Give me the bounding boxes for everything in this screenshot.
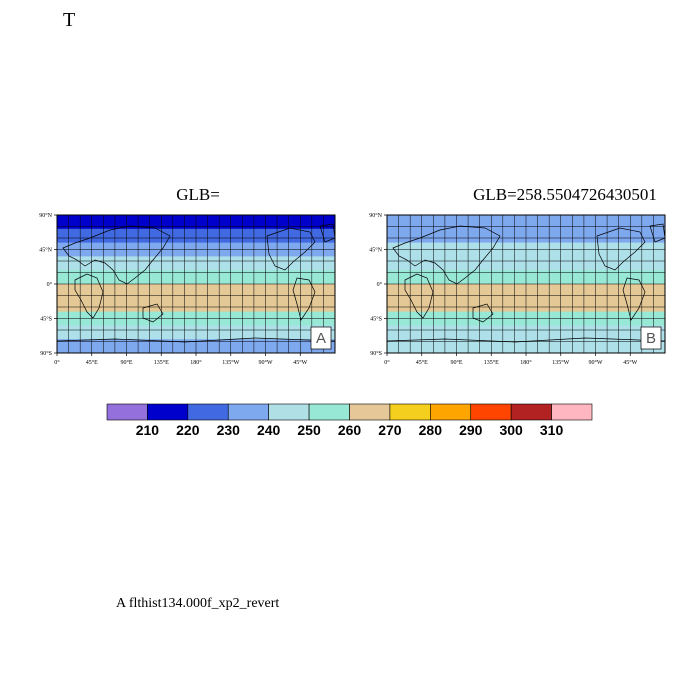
colorbar-swatch (147, 403, 189, 421)
colorbar-label: 280 (419, 422, 443, 438)
colorbar-swatch (187, 403, 229, 421)
lat-tick-label: 90°S (370, 350, 382, 357)
lon-tick-label: 0° (384, 359, 390, 366)
colorbar-swatch (430, 403, 472, 421)
panel-label-box (640, 326, 662, 350)
lon-tick-label: 45°W (293, 359, 307, 366)
coastline (622, 277, 646, 321)
panel-a-title: GLB= (176, 185, 220, 204)
coastline (472, 303, 494, 323)
coastline (266, 227, 316, 271)
colorbar: 210 220 230 240 250 260 270 280 290 300 310 (106, 403, 593, 438)
map-panel-b: 90°N45°N0°45°S90°S0° 45°E 90°E 135°E 180° 135… (369, 212, 666, 366)
colorbar-swatch (227, 403, 269, 421)
lon-tick-label: 135°W (552, 359, 569, 366)
coastline (404, 273, 434, 319)
panel-label-box (310, 326, 332, 350)
coastline (596, 227, 646, 271)
colorbar-label: 240 (257, 422, 281, 438)
colorbar-swatch (349, 403, 391, 421)
coastline (56, 337, 336, 343)
colorbar-label: 310 (540, 422, 564, 438)
colorbar-label: 250 (297, 422, 321, 438)
lon-tick-label: 180° (520, 359, 532, 366)
lat-tick-label: 45°S (370, 316, 382, 323)
colorbar-swatch (106, 403, 148, 421)
colorbar-label: 270 (378, 422, 402, 438)
lat-tick-label: 0° (47, 281, 53, 288)
lon-tick-label: 135°E (484, 359, 499, 366)
lon-tick-label: 90°W (258, 359, 272, 366)
lat-tick-label: 45°S (40, 316, 52, 323)
colorbar-label: 300 (499, 422, 523, 438)
lon-tick-label: 45°E (86, 359, 98, 366)
colorbar-swatch (268, 403, 310, 421)
lat-tick-label: 90°N (369, 212, 382, 219)
lat-tick-label: 90°S (40, 350, 52, 357)
colorbar-swatch (470, 403, 512, 421)
colorbar-swatch (308, 403, 350, 421)
lon-tick-label: 90°E (450, 359, 462, 366)
lon-tick-label: 0° (54, 359, 60, 366)
lat-tick-label: 45°N (39, 247, 52, 254)
colorbar-label: 230 (217, 422, 241, 438)
coastline (292, 277, 316, 321)
colorbar-label: 220 (176, 422, 200, 438)
coastline (142, 303, 164, 323)
colorbar-swatch (389, 403, 431, 421)
coastline (392, 225, 501, 285)
lat-tick-label: 45°N (369, 247, 382, 254)
panel-label: B (646, 330, 656, 347)
caption: A flthist134.000f_xp2_revert (116, 596, 280, 611)
colorbar-swatch (510, 403, 552, 421)
lon-tick-label: 90°E (120, 359, 132, 366)
colorbar-label: 290 (459, 422, 483, 438)
lon-tick-label: 180° (190, 359, 202, 366)
lon-tick-label: 135°E (154, 359, 169, 366)
coastline (74, 273, 104, 319)
coastline (386, 337, 666, 343)
lat-tick-label: 0° (377, 281, 383, 288)
lon-tick-label: 90°W (588, 359, 602, 366)
coastline (62, 225, 171, 285)
lat-tick-label: 90°N (39, 212, 52, 219)
colorbar-label: 260 (338, 422, 362, 438)
map-panel-a: 90°N45°N0°45°S90°S0° 45°E 90°E 135°E 180° 135… (39, 212, 336, 366)
page-title: T (63, 9, 76, 31)
colorbar-swatch (551, 403, 593, 421)
panel-label: A (316, 330, 326, 347)
panel-b-title: GLB=258.5504726430501 (473, 185, 657, 204)
lon-tick-label: 45°W (623, 359, 637, 366)
lon-tick-label: 45°E (416, 359, 428, 366)
colorbar-label: 210 (136, 422, 160, 438)
lon-tick-label: 135°W (222, 359, 239, 366)
